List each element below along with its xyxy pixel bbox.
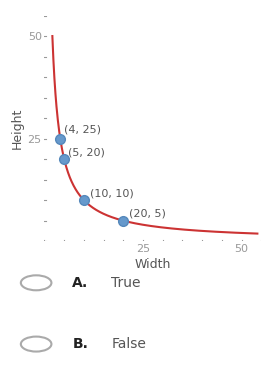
Text: (4, 25): (4, 25) bbox=[64, 124, 101, 135]
Text: (5, 20): (5, 20) bbox=[68, 147, 105, 157]
Text: True: True bbox=[111, 276, 141, 290]
X-axis label: Width: Width bbox=[135, 258, 171, 271]
Text: False: False bbox=[111, 337, 146, 351]
Text: (20, 5): (20, 5) bbox=[129, 209, 166, 219]
Text: A.: A. bbox=[72, 276, 88, 290]
Text: B.: B. bbox=[72, 337, 88, 351]
Text: (10, 10): (10, 10) bbox=[90, 188, 133, 198]
Y-axis label: Height: Height bbox=[10, 108, 23, 149]
